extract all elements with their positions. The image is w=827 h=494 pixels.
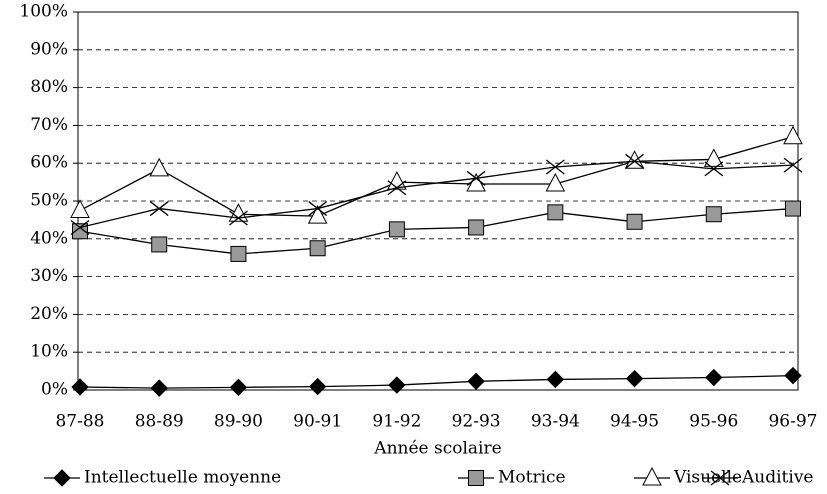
y-tick-label: 10% <box>30 342 68 362</box>
x-tick-label: 89-90 <box>214 412 263 432</box>
marker <box>783 125 803 145</box>
marker <box>307 205 328 224</box>
series-line <box>79 136 794 217</box>
x-tick-label: 88-89 <box>135 412 184 432</box>
x-tick-label: 96-97 <box>768 412 817 432</box>
series-line <box>79 160 794 229</box>
marker <box>388 221 405 238</box>
x-tick-label: 91-92 <box>372 412 421 432</box>
legend-marker <box>642 466 662 486</box>
legend-label: Intellectuelle moyenne <box>84 468 281 488</box>
y-tick-label: 0% <box>41 380 68 400</box>
marker <box>149 201 169 217</box>
marker <box>387 180 407 196</box>
series-line <box>79 374 794 389</box>
x-tick-label: 90-91 <box>293 412 342 432</box>
marker <box>71 378 89 396</box>
marker <box>230 245 247 262</box>
marker <box>151 236 168 253</box>
marker <box>705 368 723 387</box>
marker <box>70 219 90 235</box>
marker <box>785 200 801 217</box>
y-tick-label: 30% <box>30 266 68 286</box>
marker <box>468 219 485 236</box>
legend-marker <box>710 470 730 486</box>
y-tick-label: 60% <box>30 153 68 173</box>
marker <box>467 372 485 391</box>
y-tick-label: 70% <box>30 115 68 135</box>
marker <box>625 369 644 388</box>
marker <box>545 159 565 175</box>
marker <box>309 240 326 257</box>
legend-marker <box>468 470 484 486</box>
x-tick-label: 94-95 <box>610 412 659 432</box>
legend-label: Motrice <box>498 468 566 488</box>
legend-marker <box>53 469 71 487</box>
marker <box>704 161 724 177</box>
series-line <box>79 207 794 255</box>
y-tick-label: 50% <box>30 191 68 211</box>
x-tick-label: 95-96 <box>689 412 738 432</box>
x-tick-label: 93-94 <box>531 412 580 432</box>
marker <box>308 377 327 396</box>
x-tick-label: 87-88 <box>55 412 104 432</box>
y-tick-label: 90% <box>30 39 68 59</box>
y-tick-label: 100% <box>19 2 68 22</box>
marker <box>784 366 802 385</box>
marker <box>229 378 248 397</box>
marker <box>72 223 88 240</box>
y-tick-label: 20% <box>30 304 68 324</box>
x-tick-label: 92-93 <box>452 412 501 432</box>
y-tick-label: 40% <box>30 228 68 248</box>
marker <box>388 376 406 394</box>
marker <box>229 210 248 226</box>
marker <box>308 201 328 217</box>
marker <box>547 204 564 221</box>
legend-label: Auditive <box>741 468 813 488</box>
y-tick-label: 80% <box>30 77 68 97</box>
marker <box>705 206 722 223</box>
marker <box>783 157 803 173</box>
marker <box>545 172 566 192</box>
marker <box>626 213 643 230</box>
marker <box>70 199 90 218</box>
marker <box>466 170 486 186</box>
marker <box>625 153 644 169</box>
x-axis-label: Année scolaire <box>373 439 501 459</box>
marker <box>546 370 565 389</box>
marker <box>149 157 170 177</box>
marker <box>150 379 168 397</box>
marker <box>703 148 724 167</box>
